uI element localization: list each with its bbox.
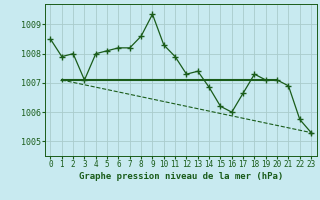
X-axis label: Graphe pression niveau de la mer (hPa): Graphe pression niveau de la mer (hPa): [79, 172, 283, 181]
